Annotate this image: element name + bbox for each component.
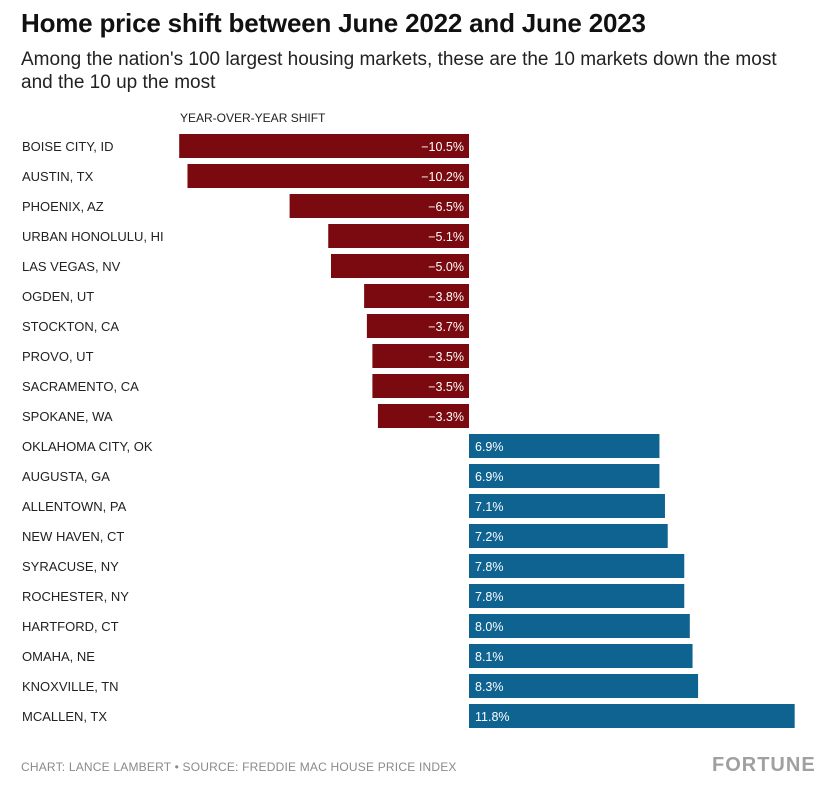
value-label: −6.5% — [428, 200, 464, 214]
bar — [366, 314, 469, 338]
value-label: 7.8% — [475, 560, 504, 574]
bar — [469, 434, 660, 458]
bar — [187, 164, 470, 188]
value-label: 8.1% — [475, 650, 504, 664]
category-label: ALLENTOWN, PA — [22, 499, 127, 514]
bar — [469, 584, 685, 608]
category-label: LAS VEGAS, NV — [22, 259, 121, 274]
bars-group: BOISE CITY, ID −10.5% AUSTIN, TX −10.2% PHOE… — [22, 134, 795, 728]
chart-title: Home price shift between June 2022 and J… — [21, 8, 646, 38]
bar — [469, 614, 690, 638]
category-label: PROVO, UT — [22, 349, 94, 364]
value-label: 7.1% — [475, 500, 504, 514]
bar — [179, 134, 469, 158]
bar — [372, 344, 469, 368]
category-label: AUGUSTA, GA — [22, 469, 110, 484]
x-axis-label: YEAR-OVER-YEAR SHIFT — [180, 111, 326, 125]
bar — [469, 674, 699, 698]
bar-chart: YEAR-OVER-YEAR SHIFT BOISE CITY, ID −10.5… — [22, 111, 795, 728]
category-label: MCALLEN, TX — [22, 709, 107, 724]
value-label: 8.3% — [475, 680, 504, 694]
category-label: AUSTIN, TX — [22, 169, 94, 184]
value-label: −10.2% — [421, 170, 464, 184]
bar — [372, 374, 469, 398]
category-label: KNOXVILLE, TN — [22, 679, 119, 694]
category-label: URBAN HONOLULU, HI — [22, 229, 164, 244]
value-label: 7.2% — [475, 530, 504, 544]
bar — [364, 284, 469, 308]
source-credit: CHART: LANCE LAMBERT • SOURCE: FREDDIE M… — [21, 760, 457, 774]
bar — [328, 224, 469, 248]
bar — [469, 464, 660, 488]
category-label: SYRACUSE, NY — [22, 559, 119, 574]
value-label: −3.7% — [428, 320, 464, 334]
value-label: 11.8% — [475, 710, 510, 724]
value-label: −10.5% — [421, 140, 464, 154]
bar — [469, 524, 668, 548]
category-label: STOCKTON, CA — [22, 319, 119, 334]
category-label: PHOENIX, AZ — [22, 199, 104, 214]
value-label: −5.0% — [428, 260, 464, 274]
category-label: SPOKANE, WA — [22, 409, 113, 424]
bar — [469, 494, 665, 518]
fortune-logo: FORTUNE — [712, 754, 816, 776]
category-label: NEW HAVEN, CT — [22, 529, 124, 544]
bar — [377, 404, 469, 428]
chart-subtitle: Among the nation's 100 largest housing m… — [21, 49, 777, 93]
bar — [469, 644, 693, 668]
value-label: 7.8% — [475, 590, 504, 604]
value-label: −3.5% — [428, 380, 464, 394]
category-label: HARTFORD, CT — [22, 619, 119, 634]
category-label: BOISE CITY, ID — [22, 139, 114, 154]
value-label: −3.5% — [428, 350, 464, 364]
category-label: OGDEN, UT — [22, 289, 94, 304]
bar — [469, 704, 795, 728]
category-label: OMAHA, NE — [22, 649, 95, 664]
value-label: 6.9% — [475, 440, 504, 454]
value-label: 6.9% — [475, 470, 504, 484]
bar — [469, 554, 685, 578]
value-label: −3.8% — [428, 290, 464, 304]
category-label: SACRAMENTO, CA — [22, 379, 139, 394]
value-label: −3.3% — [428, 410, 464, 424]
category-label: OKLAHOMA CITY, OK — [22, 439, 153, 454]
bar — [289, 194, 469, 218]
bar — [331, 254, 469, 278]
category-label: ROCHESTER, NY — [22, 589, 129, 604]
value-label: 8.0% — [475, 620, 504, 634]
value-label: −5.1% — [428, 230, 464, 244]
